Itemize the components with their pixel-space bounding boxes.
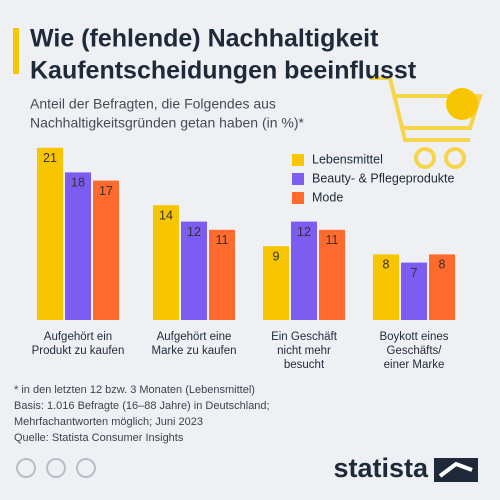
data-label: 14 [159, 208, 173, 222]
legend-swatch [292, 192, 304, 204]
data-label: 9 [273, 249, 280, 263]
bar [291, 221, 317, 320]
data-label: 8 [439, 258, 446, 272]
bar [319, 229, 345, 320]
chart-subtitle: Anteil der Befragten, die Folgendes aus [30, 96, 276, 112]
chart-subtitle: Nachhaltigkeitsgründen getan haben (in %… [30, 115, 305, 131]
legend-label: Beauty- & Pflegeprodukte [312, 171, 454, 185]
bar [65, 172, 91, 320]
bar [263, 246, 289, 320]
data-label: 11 [326, 233, 339, 247]
footnote: Mehrfachantworten möglich; Juni 2023 [14, 416, 203, 428]
data-label: 8 [383, 258, 390, 272]
data-label: 21 [43, 151, 57, 165]
bar [401, 262, 427, 320]
bar [429, 254, 455, 320]
footnote: Quelle: Statista Consumer Insights [14, 432, 184, 444]
bar [181, 221, 207, 320]
chart-title: Wie (fehlende) Nachhaltigkeit [30, 25, 379, 53]
x-tick-label: besucht [284, 359, 325, 371]
x-tick-label: Boykott eines [379, 331, 448, 343]
data-label: 11 [216, 233, 229, 247]
cart-icon [370, 76, 483, 169]
data-label: 7 [411, 266, 418, 280]
data-label: 12 [297, 225, 311, 239]
x-tick-label: Geschäfts/ [387, 345, 443, 357]
legend-swatch [292, 154, 304, 166]
brand: statista [333, 453, 429, 483]
x-tick-label: einer Marke [384, 359, 445, 371]
footnote: Basis: 1.016 Befragte (16–88 Jahre) in D… [14, 400, 270, 412]
bar [153, 205, 179, 320]
data-label: 12 [187, 225, 201, 239]
legend-label: Lebensmittel [312, 152, 383, 166]
logo: statista [333, 453, 478, 483]
footnote: * in den letzten 12 bzw. 3 Monaten (Lebe… [14, 384, 255, 396]
x-tick-label: Produkt zu kaufen [32, 345, 125, 357]
data-label: 17 [99, 184, 113, 198]
data-label: 18 [71, 176, 85, 190]
bar [373, 254, 399, 320]
bar [93, 180, 119, 320]
x-tick-label: Ein Geschäft [271, 331, 338, 343]
bar [37, 147, 63, 320]
chart-title: Kaufentscheidungen beeinflusst [30, 57, 417, 85]
x-tick-label: Aufgehört eine [157, 331, 232, 343]
x-tick-label: Aufgehört ein [44, 331, 112, 343]
footer-icons [16, 458, 96, 478]
x-tick-label: Marke zu kaufen [151, 345, 236, 357]
accent-bar [13, 28, 19, 74]
x-tick-label: nicht mehr [277, 345, 331, 357]
bar [209, 229, 235, 320]
legend-swatch [292, 173, 304, 185]
legend-label: Mode [312, 190, 343, 204]
